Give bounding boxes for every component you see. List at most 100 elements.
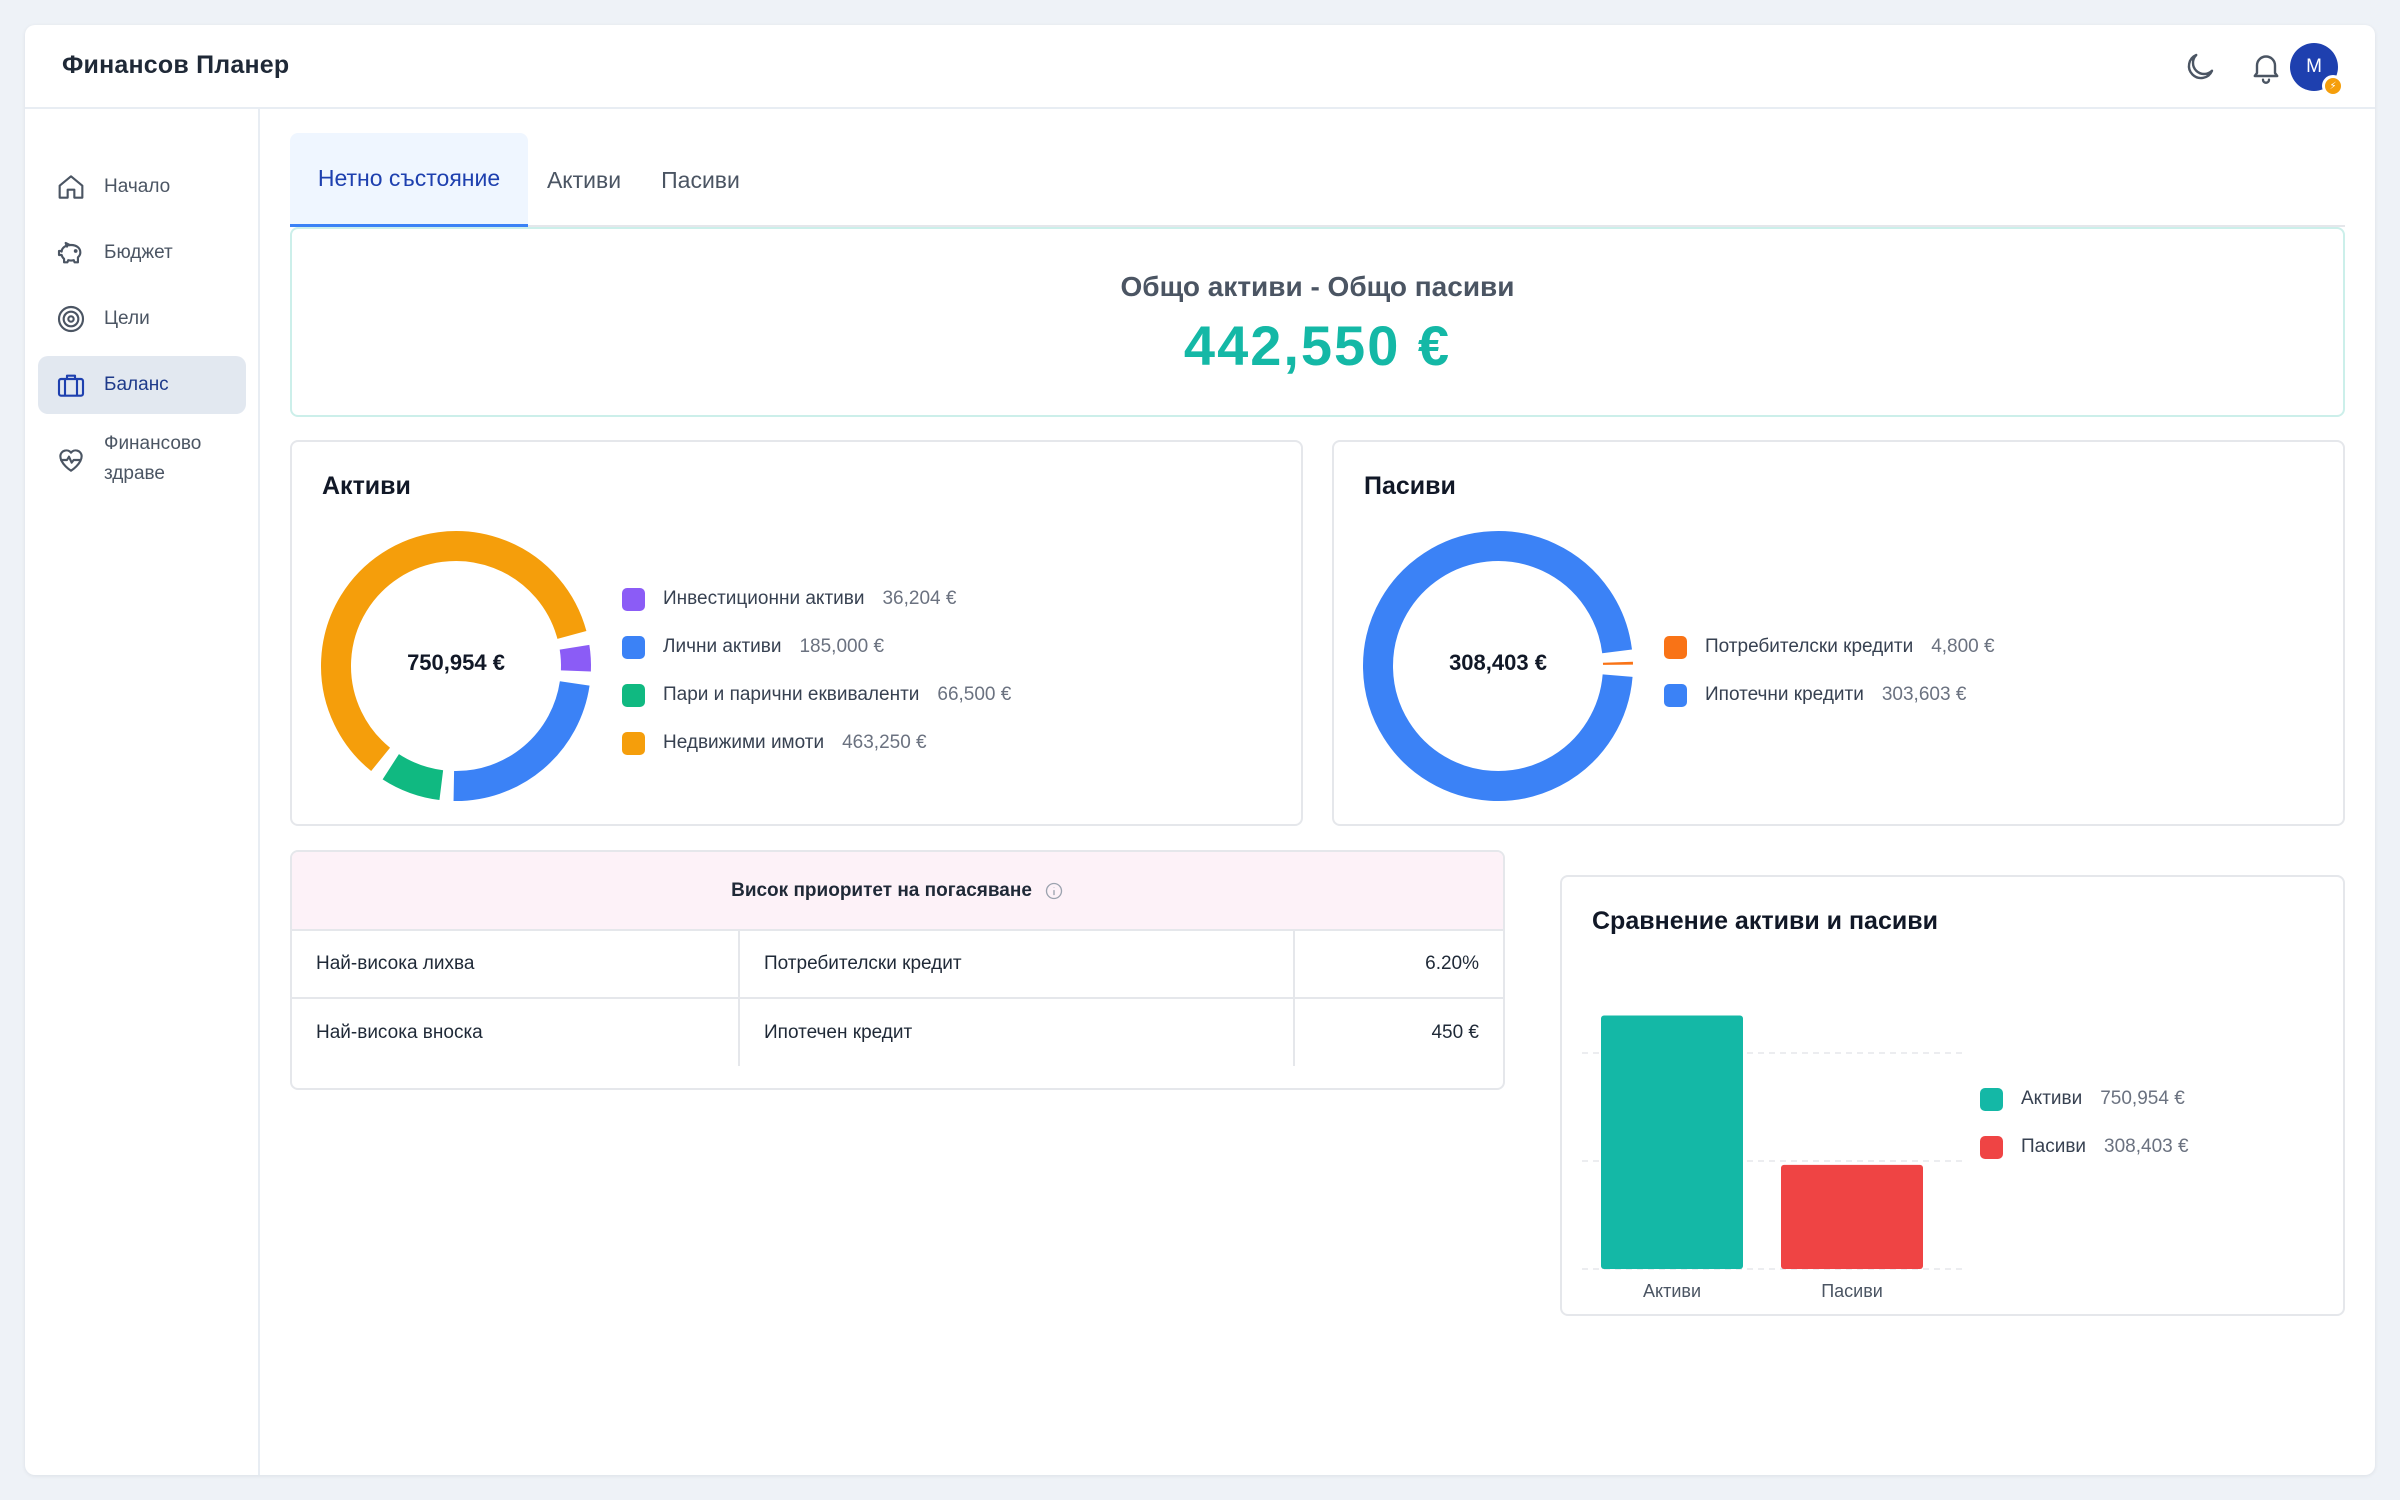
legend-item: Ипотечни кредити 303,603 €	[1664, 671, 1995, 719]
priority-value: 450 €	[1293, 997, 1503, 1066]
legend-value: 66,500 €	[937, 684, 1012, 705]
priority-item: Ипотечен кредит	[738, 997, 1294, 1066]
priority-label: Най-висока вноска	[292, 997, 739, 1066]
legend-value: 4,800 €	[1931, 636, 1995, 657]
legend-swatch	[622, 731, 645, 755]
comparison-title: Сравнение активи и пасиви	[1592, 907, 1938, 935]
bar-assets	[1601, 1015, 1743, 1269]
home-icon	[55, 171, 87, 203]
assets-slice-2	[382, 753, 444, 800]
sidebar-item-label: Баланс	[104, 374, 169, 395]
legend-item: Пасиви 308,403 €	[1980, 1123, 2189, 1171]
heart-pulse-icon	[55, 444, 87, 476]
top-bar: Финансов Планер M ⚡	[25, 25, 2375, 109]
piggy-bank-icon	[55, 237, 87, 269]
tab-bar: Нетно състояние Активи Пасиви	[290, 133, 2345, 227]
info-icon[interactable]	[1044, 881, 1064, 901]
sidebar-item-label-line2: здраве	[104, 463, 165, 484]
table-row: Най-висока лихва Потребителски кредит 6.…	[292, 929, 1503, 998]
target-icon	[55, 303, 87, 335]
liabilities-donut-chart	[1363, 531, 1633, 801]
bell-icon[interactable]	[2248, 49, 2284, 85]
net-worth-card: Общо активи - Общо пасиви 442,550 €	[290, 227, 2345, 417]
priority-title: Висок приоритет на погасяване	[731, 879, 1032, 901]
legend-name: Активи	[2021, 1088, 2083, 1109]
legend-name: Лични активи	[663, 636, 782, 657]
liabilities-title: Пасиви	[1364, 472, 1456, 500]
legend-value: 36,204 €	[882, 588, 957, 609]
legend-name: Инвестиционни активи	[663, 588, 865, 609]
liabilities-card: Пасиви 308,403 € Потребителски кредити 4…	[1332, 440, 2345, 826]
comparison-legend: Активи 750,954 € Пасиви 308,403 €	[1980, 1075, 2189, 1171]
avatar[interactable]: M ⚡	[2290, 43, 2344, 97]
sidebar-item-label: Финансово здраве	[104, 429, 201, 489]
legend-value: 303,603 €	[1881, 684, 1967, 705]
legend-swatch	[1980, 1087, 2003, 1111]
priority-label: Най-висока лихва	[292, 929, 739, 998]
legend-value: 463,250 €	[842, 732, 927, 753]
bar-liabilities	[1781, 1164, 1923, 1269]
priority-table: Най-висока лихва Потребителски кредит 6.…	[292, 929, 1503, 1066]
legend-item: Активи 750,954 €	[1980, 1075, 2189, 1123]
sidebar-item-label: Цели	[104, 308, 150, 329]
liabilities-total: 308,403 €	[1449, 650, 1547, 675]
legend-swatch	[1980, 1135, 2003, 1159]
sidebar-item-label: Бюджет	[104, 242, 173, 263]
priority-header: Висок приоритет на погасяване	[292, 852, 1503, 929]
legend-item: Инвестиционни активи 36,204 €	[622, 575, 1011, 623]
x-tick-label: Активи	[1643, 1281, 1701, 1301]
sidebar-item-budget[interactable]: Бюджет	[38, 224, 246, 282]
sidebar: Начало Бюджет Цели	[25, 109, 260, 1475]
legend-swatch	[622, 587, 645, 611]
avatar-initial: M	[2306, 56, 2322, 77]
lightning-icon: ⚡	[2329, 80, 2337, 92]
comparison-bar-chart: Активи Пасиви	[1582, 1015, 1962, 1301]
assets-title: Активи	[322, 472, 411, 500]
legend-item: Пари и парични еквиваленти 66,500 €	[622, 671, 1011, 719]
legend-swatch	[622, 635, 645, 659]
liabilities-slice-1	[1363, 531, 1633, 801]
sidebar-item-balance[interactable]: Баланс	[38, 356, 246, 414]
legend-value: 750,954 €	[2100, 1088, 2185, 1109]
legend-item: Лични активи 185,000 €	[622, 623, 1011, 671]
assets-donut-chart	[321, 531, 591, 801]
sidebar-item-label-line1: Финансово	[104, 433, 202, 454]
legend-name: Пари и парични еквиваленти	[663, 684, 920, 705]
legend-item: Потребителски кредити 4,800 €	[1664, 623, 1995, 671]
legend-swatch	[1664, 635, 1687, 659]
briefcase-icon	[55, 369, 87, 401]
assets-slice-1	[453, 680, 590, 801]
tab-net-worth[interactable]: Нетно състояние	[290, 133, 528, 227]
tab-liabilities[interactable]: Пасиви	[661, 166, 740, 193]
repayment-priority-card: Висок приоритет на погасяване Най-висока…	[290, 850, 1505, 1090]
legend-value: 185,000 €	[799, 636, 885, 657]
sidebar-item-goals[interactable]: Цели	[38, 290, 246, 348]
legend-name: Ипотечни кредити	[1705, 684, 1864, 705]
x-tick-label: Пасиви	[1821, 1281, 1883, 1301]
assets-total: 750,954 €	[407, 650, 505, 675]
priority-item: Потребителски кредит	[738, 929, 1294, 998]
legend-swatch	[1664, 683, 1687, 707]
net-worth-value: 442,550 €	[1183, 314, 1452, 377]
legend-item: Недвижими имоти 463,250 €	[622, 719, 1011, 767]
moon-icon[interactable]	[2182, 49, 2218, 85]
assets-slice-3	[321, 531, 587, 772]
assets-legend: Инвестиционни активи 36,204 € Лични акти…	[622, 575, 1011, 767]
net-worth-label: Общо активи - Общо пасиви	[1120, 271, 1515, 302]
liabilities-legend: Потребителски кредити 4,800 € Ипотечни к…	[1664, 623, 1995, 719]
legend-name: Недвижими имоти	[663, 732, 825, 753]
tab-assets[interactable]: Активи	[546, 166, 622, 193]
comparison-card: Сравнение активи и пасиви Активи Пасиви А…	[1560, 875, 2345, 1316]
table-row: Най-висока вноска Ипотечен кредит 450 €	[292, 997, 1503, 1066]
sidebar-item-financial-health[interactable]: Финансово здраве	[38, 422, 246, 498]
assets-card: Активи 750,954 € Инвестиционни активи 36…	[290, 440, 1303, 826]
legend-name: Потребителски кредити	[1705, 636, 1914, 657]
priority-value: 6.20%	[1293, 929, 1503, 998]
sidebar-item-home[interactable]: Начало	[38, 158, 246, 216]
app-window: Финансов Планер M ⚡ На	[25, 25, 2375, 1475]
assets-slice-0	[559, 644, 591, 672]
legend-name: Пасиви	[2021, 1136, 2087, 1157]
app-title: Финансов Планер	[62, 51, 290, 79]
legend-swatch	[622, 683, 645, 707]
legend-value: 308,403 €	[2104, 1136, 2189, 1157]
